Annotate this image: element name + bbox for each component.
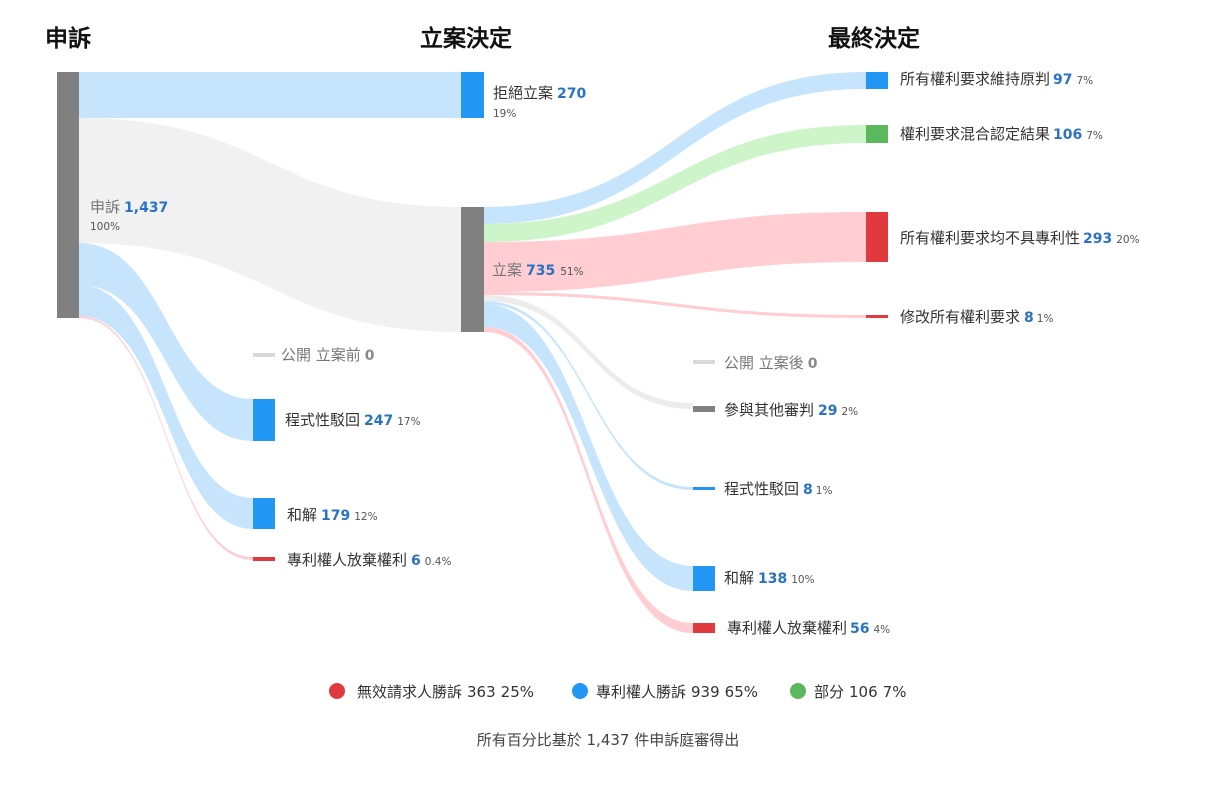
node-reject[interactable] — [461, 72, 484, 118]
nodes — [57, 72, 888, 633]
flow-instituted-to-procedural-dismissal[interactable] — [484, 301, 693, 490]
flow-appeal-to-instituted[interactable] — [79, 118, 461, 332]
label-procedural-dismissal-2: 程式性駁回 8 1% — [724, 480, 832, 498]
label-public-after: 公開 立案後 0 — [724, 354, 818, 372]
label-procedural-dismissal-1: 程式性駁回 247 17% — [285, 411, 421, 429]
node-procedural-dismissal-1[interactable] — [253, 399, 275, 441]
flow-appeal-to-reject[interactable] — [79, 72, 461, 118]
node-joined[interactable] — [693, 406, 715, 412]
node-amend-all[interactable] — [866, 315, 888, 318]
node-appeal[interactable] — [57, 72, 79, 318]
flow-instituted-to-amend-all[interactable] — [484, 292, 866, 318]
legend-dot-blue-icon — [572, 683, 588, 699]
node-abandon-1[interactable] — [253, 557, 275, 561]
node-mixed[interactable] — [866, 125, 888, 143]
label-appeal: 申訴 1,437 — [90, 198, 168, 216]
pct-appeal: 100% — [90, 221, 120, 233]
label-mixed: 權利要求混合認定結果 106 7% — [900, 125, 1103, 143]
column-heading-institution-decision: 立案決定 — [420, 25, 512, 52]
legend-dot-green-icon — [790, 683, 806, 699]
node-abandon-2[interactable] — [693, 623, 715, 633]
label-settlement-2: 和解 138 10% — [724, 569, 815, 587]
flow-bands — [79, 72, 866, 633]
flow-instituted-to-abandon[interactable] — [484, 327, 693, 633]
node-instituted[interactable] — [461, 207, 484, 332]
label-settlement-1: 和解 179 12% — [287, 506, 378, 524]
legend-item-petitioner-win[interactable]: 無效請求人勝訴 363 25% — [329, 683, 534, 701]
flow-instituted-to-settlement[interactable] — [484, 304, 693, 591]
flow-instituted-to-all-unpatentable[interactable] — [484, 212, 866, 292]
pct-reject: 19% — [493, 108, 516, 120]
node-all-upheld[interactable] — [866, 72, 888, 89]
label-abandon-1: 專利權人放棄權利 6 0.4% — [287, 551, 451, 569]
flow-appeal-to-settlement[interactable] — [79, 285, 253, 529]
flow-instituted-to-joined[interactable] — [484, 295, 693, 409]
node-labels: 申訴 1,437 100% 拒絕立案 270 19% 立案 735 51% 公開 立案前… — [90, 70, 1140, 637]
label-abandon-2: 專利權人放棄權利 56 4% — [727, 619, 890, 637]
legend-dot-red-icon — [329, 683, 345, 699]
legend-item-patent-owner-win[interactable]: 專利權人勝訴 939 65% — [572, 683, 758, 701]
column-heading-appeal: 申訴 — [45, 25, 91, 52]
node-settlement-1[interactable] — [253, 498, 275, 529]
label-all-unpatentable: 所有權利要求均不具專利性 293 20% — [900, 229, 1140, 247]
node-settlement-2[interactable] — [693, 566, 715, 591]
label-all-upheld: 所有權利要求維持原判 97 7% — [900, 70, 1093, 88]
legend: 無效請求人勝訴 363 25% 專利權人勝訴 939 65% 部分 106 7% — [329, 683, 906, 701]
legend-item-partial[interactable]: 部分 106 7% — [790, 683, 906, 701]
node-procedural-dismissal-2[interactable] — [693, 487, 715, 490]
node-all-unpatentable[interactable] — [866, 212, 888, 262]
node-public-after[interactable] — [693, 360, 715, 364]
label-joined: 參與其他審判 29 2% — [724, 401, 858, 419]
flow-appeal-to-procedural-dismissal[interactable] — [79, 243, 253, 441]
label-instituted: 立案 735 51% — [492, 261, 584, 279]
flow-instituted-to-all-upheld[interactable] — [484, 72, 866, 224]
label-public-before: 公開 立案前 0 — [281, 346, 375, 364]
footnote: 所有百分比基於 1,437 件申訴庭審得出 — [477, 731, 739, 749]
column-heading-final-decision: 最終決定 — [828, 25, 920, 52]
node-public-before[interactable] — [253, 353, 275, 357]
label-reject: 拒絕立案 270 — [493, 84, 586, 102]
label-amend-all: 修改所有權利要求 8 1% — [900, 308, 1053, 326]
flow-instituted-to-mixed[interactable] — [484, 125, 866, 242]
